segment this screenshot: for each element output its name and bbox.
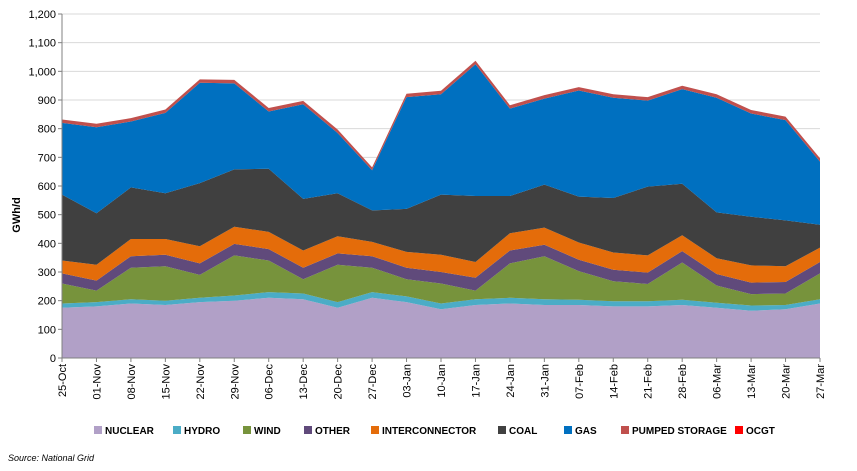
legend: NUCLEAR HYDRO WIND OTHER INTERCONNECTOR COAL G… [94,426,775,437]
legend-item: WIND [243,426,281,437]
x-tick-label: 14-Feb [608,364,620,399]
legend-item: INTERCONNECTOR [371,426,477,437]
legend-item: NUCLEAR [94,426,155,437]
area-gas [62,64,820,225]
area-other [62,243,820,295]
legend-label: COAL [509,426,537,437]
x-tick-label: 10-Jan [436,364,448,398]
x-tick-label: 24-Jan [505,364,517,398]
x-tick-label: 06-Mar [712,364,724,399]
y-tick-label: 1,200 [28,9,56,21]
x-tick-label: 29-Nov [229,364,241,400]
legend-item: OTHER [304,426,351,437]
x-tick-label: 03-Jan [402,364,414,398]
y-axis-label: GWh/d [11,197,23,232]
x-tick-label: 20-Mar [781,364,793,399]
x-tick-label: 07-Feb [574,364,586,399]
legend-label: GAS [575,426,597,437]
legend-swatch [173,426,181,434]
y-tick-label: 1,000 [28,66,56,78]
x-tick-label: 28-Feb [677,364,689,399]
area-hydro [62,292,820,311]
legend-swatch [564,426,572,434]
y-tick-label: 900 [38,95,56,107]
legend-swatch [371,426,379,434]
legend-label: HYDRO [184,426,220,437]
y-tick-label: 600 [38,181,56,193]
x-tick-label: 27-Dec [367,364,379,400]
y-tick-label: 0 [50,353,56,365]
legend-swatch [243,426,251,434]
x-tick-label: 31-Jan [539,364,551,398]
series-areas [62,60,820,358]
x-tick-label: 22-Nov [195,364,207,400]
area-coal [62,168,820,267]
y-tick-label: 500 [38,210,56,222]
legend-label: OCGT [746,426,775,437]
axes [58,13,821,362]
x-tick-label: 08-Nov [126,364,138,400]
y-tick-label: 1,100 [28,38,56,50]
x-tick-label: 27-Mar [815,364,827,399]
legend-item: GAS [564,426,597,437]
x-tick-labels: 25-Oct 01-Nov 08-Nov 15-Nov 22-Nov 29-Nov 06-D… [57,364,827,400]
legend-item: COAL [498,426,537,437]
y-tick-label: 100 [38,324,56,336]
y-tick-label: 400 [38,238,56,250]
x-tick-label: 13-Mar [746,364,758,399]
y-tick-labels: 0 100 200 300 400 500 600 700 800 900 1,000 1,100 1,… [28,9,56,365]
y-tick-label: 700 [38,152,56,164]
legend-label: INTERCONNECTOR [382,426,477,437]
x-tick-label: 01-Nov [92,364,104,400]
y-tick-label: 300 [38,267,56,279]
legend-swatch [304,426,312,434]
x-tick-label: 06-Dec [264,364,276,400]
legend-swatch [94,426,102,434]
area-nuclear [62,297,820,358]
x-tick-label: 25-Oct [57,364,69,397]
legend-swatch [735,426,743,434]
legend-item: PUMPED STORAGE [621,426,727,437]
x-tick-label: 15-Nov [160,364,172,400]
area-interconnector [62,226,820,283]
area-wind [62,255,820,306]
y-tick-label: 800 [38,124,56,136]
legend-label: OTHER [315,426,351,437]
legend-item: OCGT [735,426,775,437]
legend-label: PUMPED STORAGE [632,426,727,437]
legend-label: WIND [254,426,281,437]
x-tick-label: 21-Feb [643,364,655,399]
y-tick-label: 200 [38,296,56,308]
x-tick-label: 20-Dec [333,364,345,400]
x-tick-label: 13-Dec [298,364,310,400]
source-note: Source: National Grid [8,453,95,463]
legend-label: NUCLEAR [105,426,155,437]
legend-swatch [621,426,629,434]
legend-item: HYDRO [173,426,220,437]
legend-swatch [498,426,506,434]
x-tick-label: 17-Jan [471,364,483,398]
